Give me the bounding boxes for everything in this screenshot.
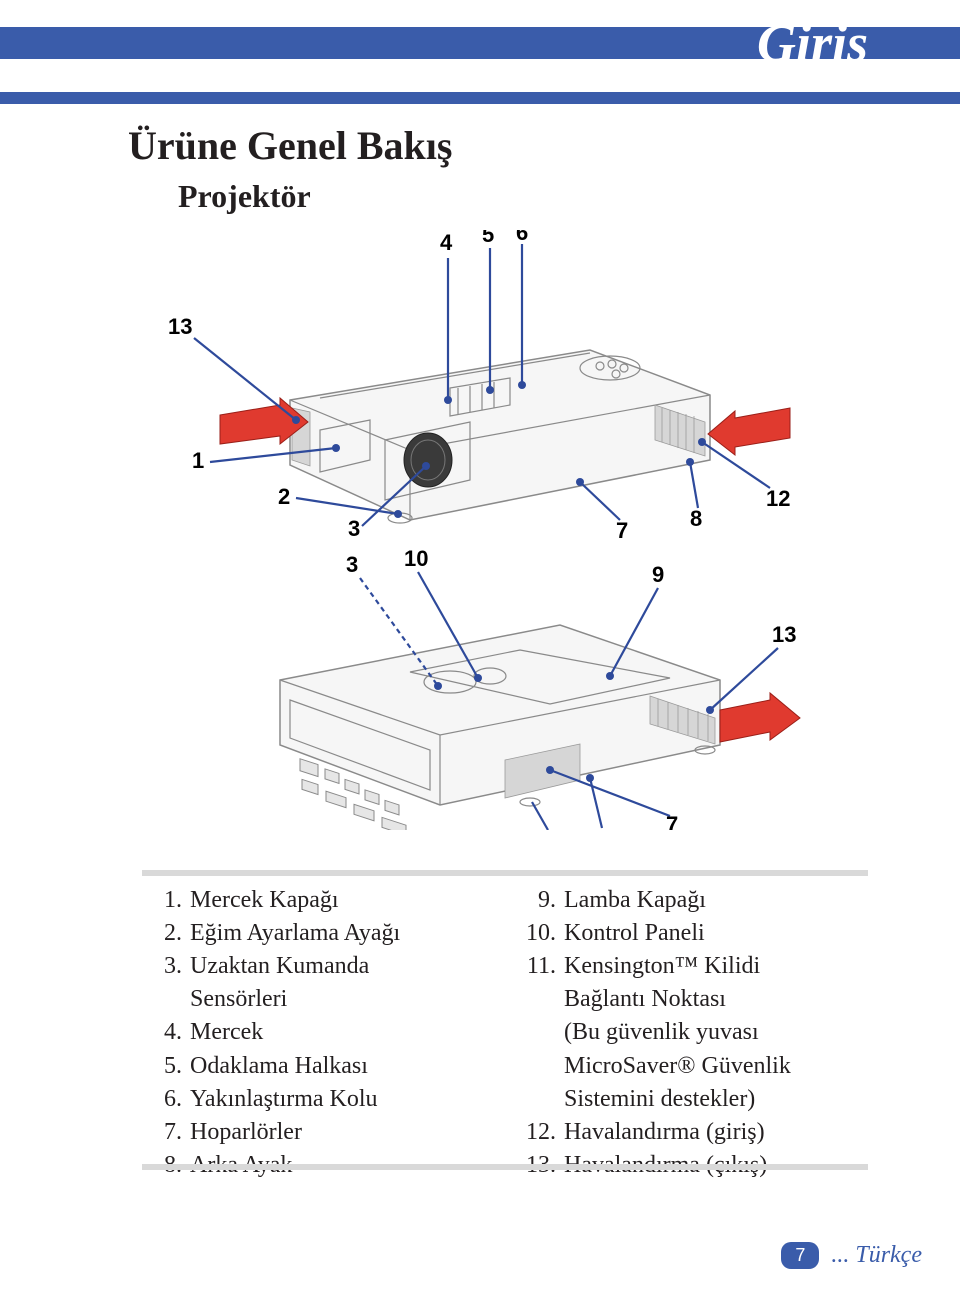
legend-text-cont: Sensörleri [148, 983, 494, 1016]
callout-5: 5 [482, 230, 494, 247]
legend-num: 6. [148, 1083, 190, 1116]
legend-num: 4. [148, 1016, 190, 1049]
callout-8: 8 [690, 506, 702, 531]
header-title: Giriş [757, 12, 868, 74]
callout-3: 3 [348, 516, 360, 541]
legend-num: 7. [148, 1116, 190, 1149]
legend-text-cont: Sistemini destekler) [522, 1083, 868, 1116]
legend-bar-top [142, 870, 868, 876]
callout-3b: 3 [346, 552, 358, 577]
callout-12: 12 [766, 486, 790, 511]
airflow-in-arrow [708, 408, 790, 455]
legend-text-cont: MicroSaver® Güvenlik [522, 1050, 868, 1083]
legend-text: Mercek [190, 1016, 494, 1049]
legend-text: Mercek Kapağı [190, 884, 494, 917]
callout-13-left: 13 [168, 314, 192, 339]
parts-legend: 1.Mercek Kapağı 2.Eğim Ayarlama Ayağı 3.… [148, 884, 868, 1182]
legend-text-cont: (Bu güvenlik yuvası [522, 1016, 868, 1049]
legend-num: 5. [148, 1050, 190, 1083]
header-bar-bottom [0, 90, 960, 106]
footer-language: ... Türkçe [831, 1242, 922, 1269]
section-title: Ürüne Genel Bakış [128, 122, 452, 169]
legend-text: Hoparlörler [190, 1116, 494, 1149]
legend-num: 9. [522, 884, 564, 917]
callout-13-right: 13 [772, 622, 796, 647]
callout-2: 2 [278, 484, 290, 509]
legend-text: Kensington™ Kilidi [564, 950, 868, 983]
legend-col-right: 9.Lamba Kapağı 10.Kontrol Paneli 11.Kens… [522, 884, 868, 1182]
legend-text: Uzaktan Kumanda [190, 950, 494, 983]
legend-num: 2. [148, 917, 190, 950]
legend-text: Kontrol Paneli [564, 917, 868, 950]
legend-text: Yakınlaştırma Kolu [190, 1083, 494, 1116]
page-number-badge: 7 [781, 1242, 819, 1269]
legend-num: 12. [522, 1116, 564, 1149]
callout-6: 6 [516, 230, 528, 245]
callout-11: 11 [590, 826, 613, 830]
legend-text: Lamba Kapağı [564, 884, 868, 917]
legend-num: 1. [148, 884, 190, 917]
legend-bar-bottom [142, 1164, 868, 1170]
legend-text: Odaklama Halkası [190, 1050, 494, 1083]
legend-text-cont: Bağlantı Noktası [522, 983, 868, 1016]
legend-text: Eğim Ayarlama Ayağı [190, 917, 494, 950]
callout-9: 9 [652, 562, 664, 587]
callout-1: 1 [192, 448, 204, 473]
callout-10: 10 [404, 546, 428, 571]
page: Giriş Ürüne Genel Bakış Projektör [0, 0, 960, 1293]
callout-4: 4 [440, 230, 453, 255]
page-footer: 7 ... Türkçe [781, 1242, 922, 1269]
projector-diagram: 4 5 6 13 1 2 3 7 8 1 [150, 230, 830, 830]
legend-text: Havalandırma (giriş) [564, 1116, 868, 1149]
callout-7: 7 [616, 518, 628, 543]
legend-num: 10. [522, 917, 564, 950]
callout-7b: 7 [666, 812, 678, 830]
airflow-out-arrow-2 [720, 693, 800, 742]
legend-num: 3. [148, 950, 190, 983]
callout-8b: 8 [540, 828, 552, 830]
subsection-title: Projektör [178, 178, 311, 215]
legend-num: 11. [522, 950, 564, 983]
legend-col-left: 1.Mercek Kapağı 2.Eğim Ayarlama Ayağı 3.… [148, 884, 494, 1182]
